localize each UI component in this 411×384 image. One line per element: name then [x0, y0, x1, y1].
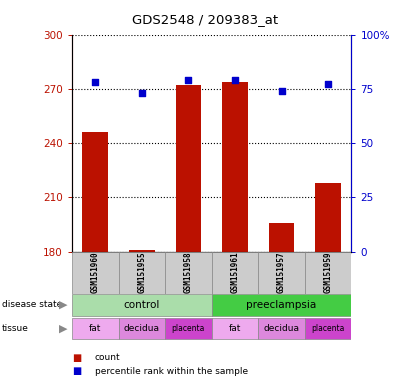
- Bar: [258, 318, 305, 339]
- Point: [232, 77, 238, 83]
- Bar: [72, 294, 212, 316]
- Bar: [212, 252, 258, 294]
- Point: [278, 88, 285, 94]
- Point: [92, 79, 99, 85]
- Bar: [165, 252, 212, 294]
- Text: count: count: [95, 353, 120, 362]
- Bar: [222, 81, 248, 252]
- Bar: [269, 223, 294, 252]
- Bar: [72, 252, 118, 294]
- Text: GSM151955: GSM151955: [137, 252, 146, 293]
- Text: GSM151961: GSM151961: [231, 252, 240, 293]
- Text: ▶: ▶: [59, 324, 68, 334]
- Text: ■: ■: [72, 353, 81, 363]
- Text: tissue: tissue: [2, 324, 29, 333]
- Text: decidua: decidua: [263, 324, 300, 333]
- Bar: [315, 183, 341, 252]
- Bar: [82, 132, 108, 252]
- Bar: [118, 252, 165, 294]
- Text: ■: ■: [72, 366, 81, 376]
- Text: GDS2548 / 209383_at: GDS2548 / 209383_at: [132, 13, 279, 26]
- Bar: [175, 85, 201, 252]
- Text: control: control: [124, 300, 160, 310]
- Text: GSM151959: GSM151959: [323, 252, 332, 293]
- Bar: [118, 318, 165, 339]
- Text: placenta: placenta: [312, 324, 345, 333]
- Text: decidua: decidua: [124, 324, 160, 333]
- Text: fat: fat: [89, 324, 102, 333]
- Text: preeclampsia: preeclampsia: [247, 300, 316, 310]
- Bar: [305, 252, 351, 294]
- Point: [139, 90, 145, 96]
- Text: GSM151958: GSM151958: [184, 252, 193, 293]
- Bar: [129, 250, 155, 252]
- Bar: [165, 318, 212, 339]
- Point: [325, 81, 331, 88]
- Bar: [258, 252, 305, 294]
- Point: [185, 77, 192, 83]
- Text: GSM151957: GSM151957: [277, 252, 286, 293]
- Bar: [305, 318, 351, 339]
- Bar: [72, 318, 118, 339]
- Bar: [212, 318, 258, 339]
- Bar: [212, 294, 351, 316]
- Text: disease state: disease state: [2, 300, 62, 310]
- Text: fat: fat: [229, 324, 241, 333]
- Text: ▶: ▶: [59, 300, 68, 310]
- Text: placenta: placenta: [172, 324, 205, 333]
- Text: GSM151960: GSM151960: [91, 252, 100, 293]
- Text: percentile rank within the sample: percentile rank within the sample: [95, 367, 248, 376]
